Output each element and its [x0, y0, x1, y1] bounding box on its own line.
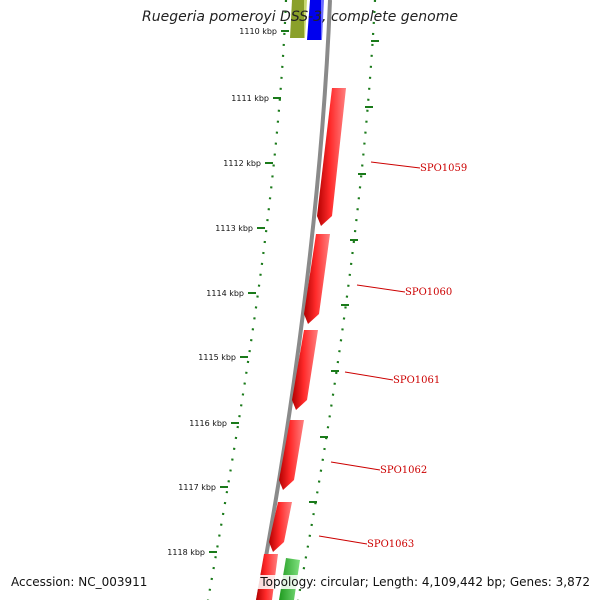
gene-label[interactable]: SPO1061: [393, 375, 440, 386]
gene-spo1061[interactable]: SPO1061: [292, 330, 440, 410]
gene-spo1062[interactable]: SPO1062: [279, 420, 427, 490]
accession-label: Accession: NC_003911: [9, 575, 150, 589]
tick-label: 1116 kbp: [189, 419, 227, 428]
tick-label: 1117 kbp: [178, 483, 216, 492]
ruler-tick: 1117 kbp: [178, 483, 228, 492]
ruler-tick: 1113 kbp: [215, 224, 265, 233]
gene-callout-line: [318, 535, 368, 545]
ruler-ticks: 1110 kbp 1111 kbp 1112 kbp 1113 kbp 1114 kbp…: [167, 27, 289, 557]
gene-track: SPO1059 SPO1060 SPO1061 SPO1062 SPO1063: [269, 88, 467, 552]
gene-arrow[interactable]: [269, 502, 292, 552]
gene-arrow[interactable]: [292, 330, 318, 410]
gene-callout-line: [356, 284, 406, 293]
tick-label: 1114 kbp: [206, 289, 244, 298]
feature-blue[interactable]: [307, 0, 324, 40]
ruler-tick: 1115 kbp: [198, 353, 248, 362]
tick-label: 1113 kbp: [215, 224, 253, 233]
feature-olive[interactable]: [290, 0, 307, 38]
gene-arrow[interactable]: [279, 420, 304, 490]
backbone-arc: [256, 0, 332, 601]
gene-label[interactable]: SPO1063: [367, 539, 414, 550]
gene-label[interactable]: SPO1062: [380, 465, 427, 476]
gene-spo1059[interactable]: SPO1059: [317, 88, 467, 226]
gene-callout-line: [330, 461, 381, 471]
ruler-tick: 1111 kbp: [231, 94, 281, 103]
ruler-tick: 1114 kbp: [206, 289, 256, 298]
tick-label: 1118 kbp: [167, 548, 205, 557]
gene-spo1060[interactable]: SPO1060: [304, 234, 452, 324]
gene-arrow[interactable]: [304, 234, 330, 324]
gene-spo1063[interactable]: SPO1063: [269, 502, 414, 552]
tick-label: 1115 kbp: [198, 353, 236, 362]
ruler-tick: 1110 kbp: [239, 27, 289, 36]
outer-tick-ring: [296, 0, 377, 601]
genome-summary-label: Topology: circular; Length: 4,109,442 bp…: [258, 575, 592, 589]
gene-label[interactable]: SPO1060: [405, 287, 452, 298]
tick-label: 1110 kbp: [239, 27, 277, 36]
ruler-tick: 1112 kbp: [223, 159, 273, 168]
gene-callout-line: [370, 161, 421, 169]
gene-arrow[interactable]: [317, 88, 346, 226]
outer-ring-ticks: [309, 40, 379, 503]
ruler-tick: 1116 kbp: [189, 419, 239, 428]
inner-tick-ring: [206, 0, 288, 601]
genome-title: Ruegeria pomeroyi DSS-3, complete genome: [142, 9, 458, 25]
ruler-tick: 1118 kbp: [167, 548, 217, 557]
gene-label[interactable]: SPO1059: [420, 163, 467, 174]
gene-callout-line: [344, 371, 394, 381]
tick-label: 1111 kbp: [231, 94, 269, 103]
tick-label: 1112 kbp: [223, 159, 261, 168]
